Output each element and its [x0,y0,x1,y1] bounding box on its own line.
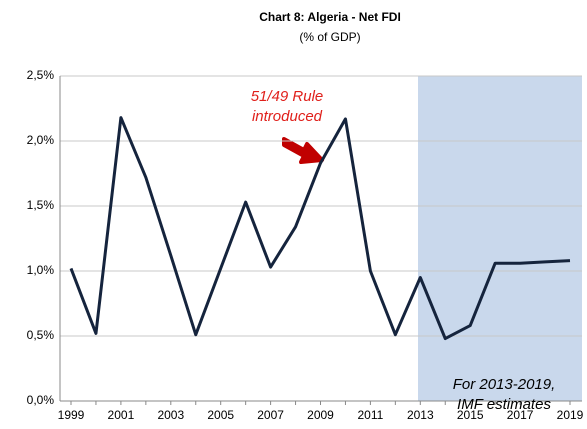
x-tick-label: 2001 [108,408,135,422]
annotation: 51/49 Rule [251,88,324,105]
x-tick-label: 2005 [207,408,234,422]
x-tick-label: 2011 [357,408,383,422]
y-tick-label: 0,5% [27,328,55,342]
annotation: IMF estimates [457,396,551,413]
y-tick-label: 2,0% [27,133,55,147]
x-tick-label: 1999 [58,408,85,422]
chart-title: Chart 8: Algeria - Net FDI [259,10,401,24]
forecast-shade [418,76,582,401]
x-tick-label: 2013 [407,408,434,422]
x-tick-label: 2017 [507,408,534,422]
x-tick-label: 2003 [157,408,184,422]
data-line [69,116,571,341]
chart-subtitle: (% of GDP) [299,30,360,44]
x-tick-label: 2009 [307,408,334,422]
annotation-arrow [282,137,324,164]
y-tick-label: 2,5% [27,68,55,82]
x-tick-label: 2015 [457,408,484,422]
y-tick-label: 0,0% [27,393,55,407]
x-tick-label: 2019 [557,408,584,422]
annotation: For 2013-2019, [453,376,556,393]
annotation: introduced [252,108,323,125]
x-tick-label: 2007 [257,408,284,422]
y-tick-label: 1,5% [27,198,55,212]
y-tick-label: 1,0% [27,263,55,277]
